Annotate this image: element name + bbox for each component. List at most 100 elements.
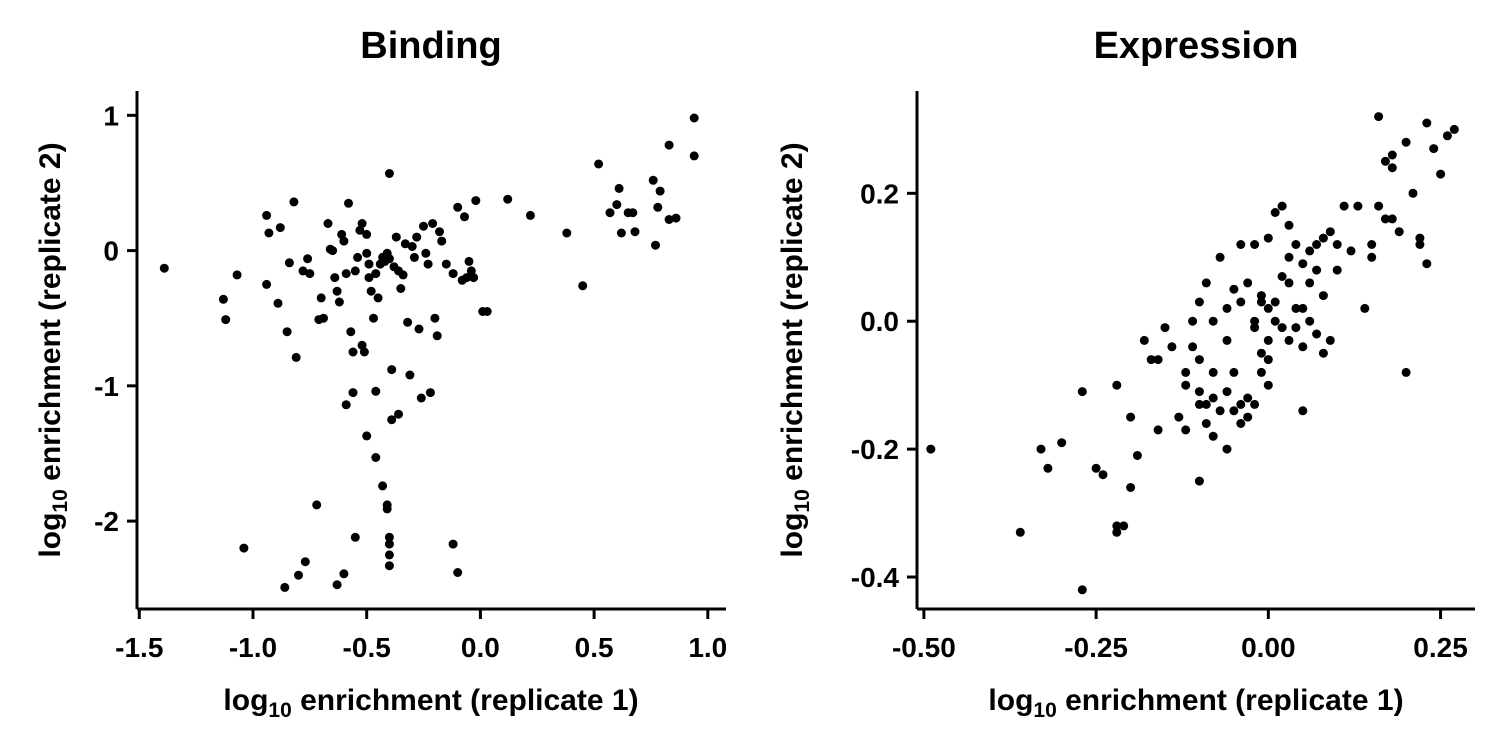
data-point-binding-17 [316,293,326,303]
data-point-binding-50 [384,169,394,178]
data-point-binding-95 [616,228,626,238]
data-point-binding-129 [448,539,458,549]
data-point-expression-107 [1394,227,1404,237]
data-point-binding-64 [414,324,424,334]
data-point-binding-107 [689,113,699,123]
data-point-binding-2 [221,315,231,325]
data-point-expression-80 [1298,259,1308,269]
data-point-expression-47 [1236,297,1246,307]
data-point-expression-8 [1098,470,1108,480]
data-point-expression-112 [1415,240,1425,249]
data-point-expression-61 [1263,335,1273,345]
data-point-expression-99 [1367,252,1377,262]
data-point-expression-123 [1181,380,1191,390]
data-point-expression-100 [1374,112,1384,122]
data-point-binding-89 [562,228,572,238]
data-point-expression-28 [1194,476,1204,486]
data-point-expression-76 [1291,303,1301,313]
data-point-expression-48 [1243,278,1253,288]
data-point-binding-122 [239,543,249,553]
data-point-binding-116 [384,539,394,549]
data-point-expression-38 [1215,252,1225,262]
y-ticks-binding: 1 0 -1 -2 [94,100,137,537]
data-point-expression-117 [1442,131,1452,141]
data-point-expression-89 [1318,348,1328,358]
data-point-binding-81 [464,256,474,266]
y-tick-label-binding-1: 0 [103,236,119,267]
data-point-expression-54 [1250,399,1260,409]
data-point-binding-28 [344,198,353,208]
data-point-expression-85 [1312,240,1322,249]
data-point-binding-120 [387,415,397,425]
data-point-expression-116 [1436,169,1446,179]
data-point-expression-1 [1015,527,1025,537]
data-point-expression-78 [1298,406,1308,416]
data-point-binding-79 [460,212,469,222]
data-point-expression-94 [1339,201,1349,211]
data-point-binding-66 [419,221,428,231]
data-point-binding-119 [394,409,403,419]
data-point-binding-40 [364,273,374,283]
data-point-expression-92 [1332,240,1342,249]
data-point-binding-101 [653,202,663,212]
data-point-binding-92 [605,208,615,218]
data-point-binding-33 [355,225,365,235]
y-tick-label-binding-2: -1 [94,371,119,402]
data-point-expression-12 [1119,521,1129,531]
x-tick-label-expression-3: 0.25 [1413,632,1468,663]
data-point-binding-67 [421,248,431,258]
data-point-binding-123 [280,582,290,592]
data-point-binding-118 [384,561,394,571]
data-point-expression-3 [1043,463,1053,473]
data-point-expression-18 [1153,425,1163,435]
data-point-expression-101 [1374,201,1384,211]
data-point-expression-35 [1208,367,1218,377]
data-point-binding-115 [384,532,394,542]
data-point-binding-29 [346,327,356,337]
data-point-binding-126 [332,580,342,590]
data-point-expression-103 [1380,156,1390,166]
data-point-binding-51 [384,254,394,264]
data-point-binding-30 [348,347,358,357]
data-point-binding-22 [330,273,340,283]
data-point-expression-33 [1201,419,1211,428]
data-point-binding-31 [350,266,360,276]
x-axis-label-expression: log10 enrichment (replicate 1) [988,684,1403,722]
data-point-expression-113 [1422,118,1432,128]
data-point-expression-7 [1091,463,1101,473]
data-point-expression-29 [1194,387,1204,397]
data-point-expression-62 [1263,355,1273,365]
x-tick-label-binding-3: 0.0 [461,632,500,663]
data-point-expression-6 [1077,387,1087,397]
x-tick-label-binding-1: -1.0 [229,632,277,663]
data-point-expression-114 [1422,259,1432,269]
data-point-binding-61 [407,242,417,251]
data-point-expression-25 [1188,316,1198,326]
data-point-expression-67 [1277,201,1287,211]
data-point-binding-38 [362,248,372,258]
data-point-expression-50 [1243,412,1253,422]
data-point-expression-32 [1201,399,1211,409]
data-point-expression-21 [1167,342,1177,352]
data-point-expression-27 [1194,399,1204,409]
data-point-binding-57 [398,270,408,280]
data-point-binding-56 [396,284,406,293]
data-point-binding-10 [284,258,294,268]
data-point-binding-112 [378,481,388,491]
data-point-expression-87 [1318,233,1328,243]
data-point-expression-26 [1188,342,1198,352]
data-point-expression-70 [1284,220,1294,230]
data-point-binding-111 [371,453,381,462]
data-point-binding-27 [341,269,351,279]
data-point-binding-128 [350,532,360,542]
data-point-expression-41 [1222,335,1232,345]
data-point-expression-97 [1360,303,1370,313]
data-point-expression-24 [1181,367,1191,377]
data-point-binding-73 [435,227,444,237]
x-axis-label-binding: log10 enrichment (replicate 1) [223,684,638,722]
x-tick-label-binding-4: 0.5 [575,632,614,663]
data-point-binding-76 [448,269,458,279]
data-point-binding-24 [334,297,344,307]
x-ticks-binding: -1.5 -1.0 -0.5 0.0 0.5 1.0 [115,609,727,663]
